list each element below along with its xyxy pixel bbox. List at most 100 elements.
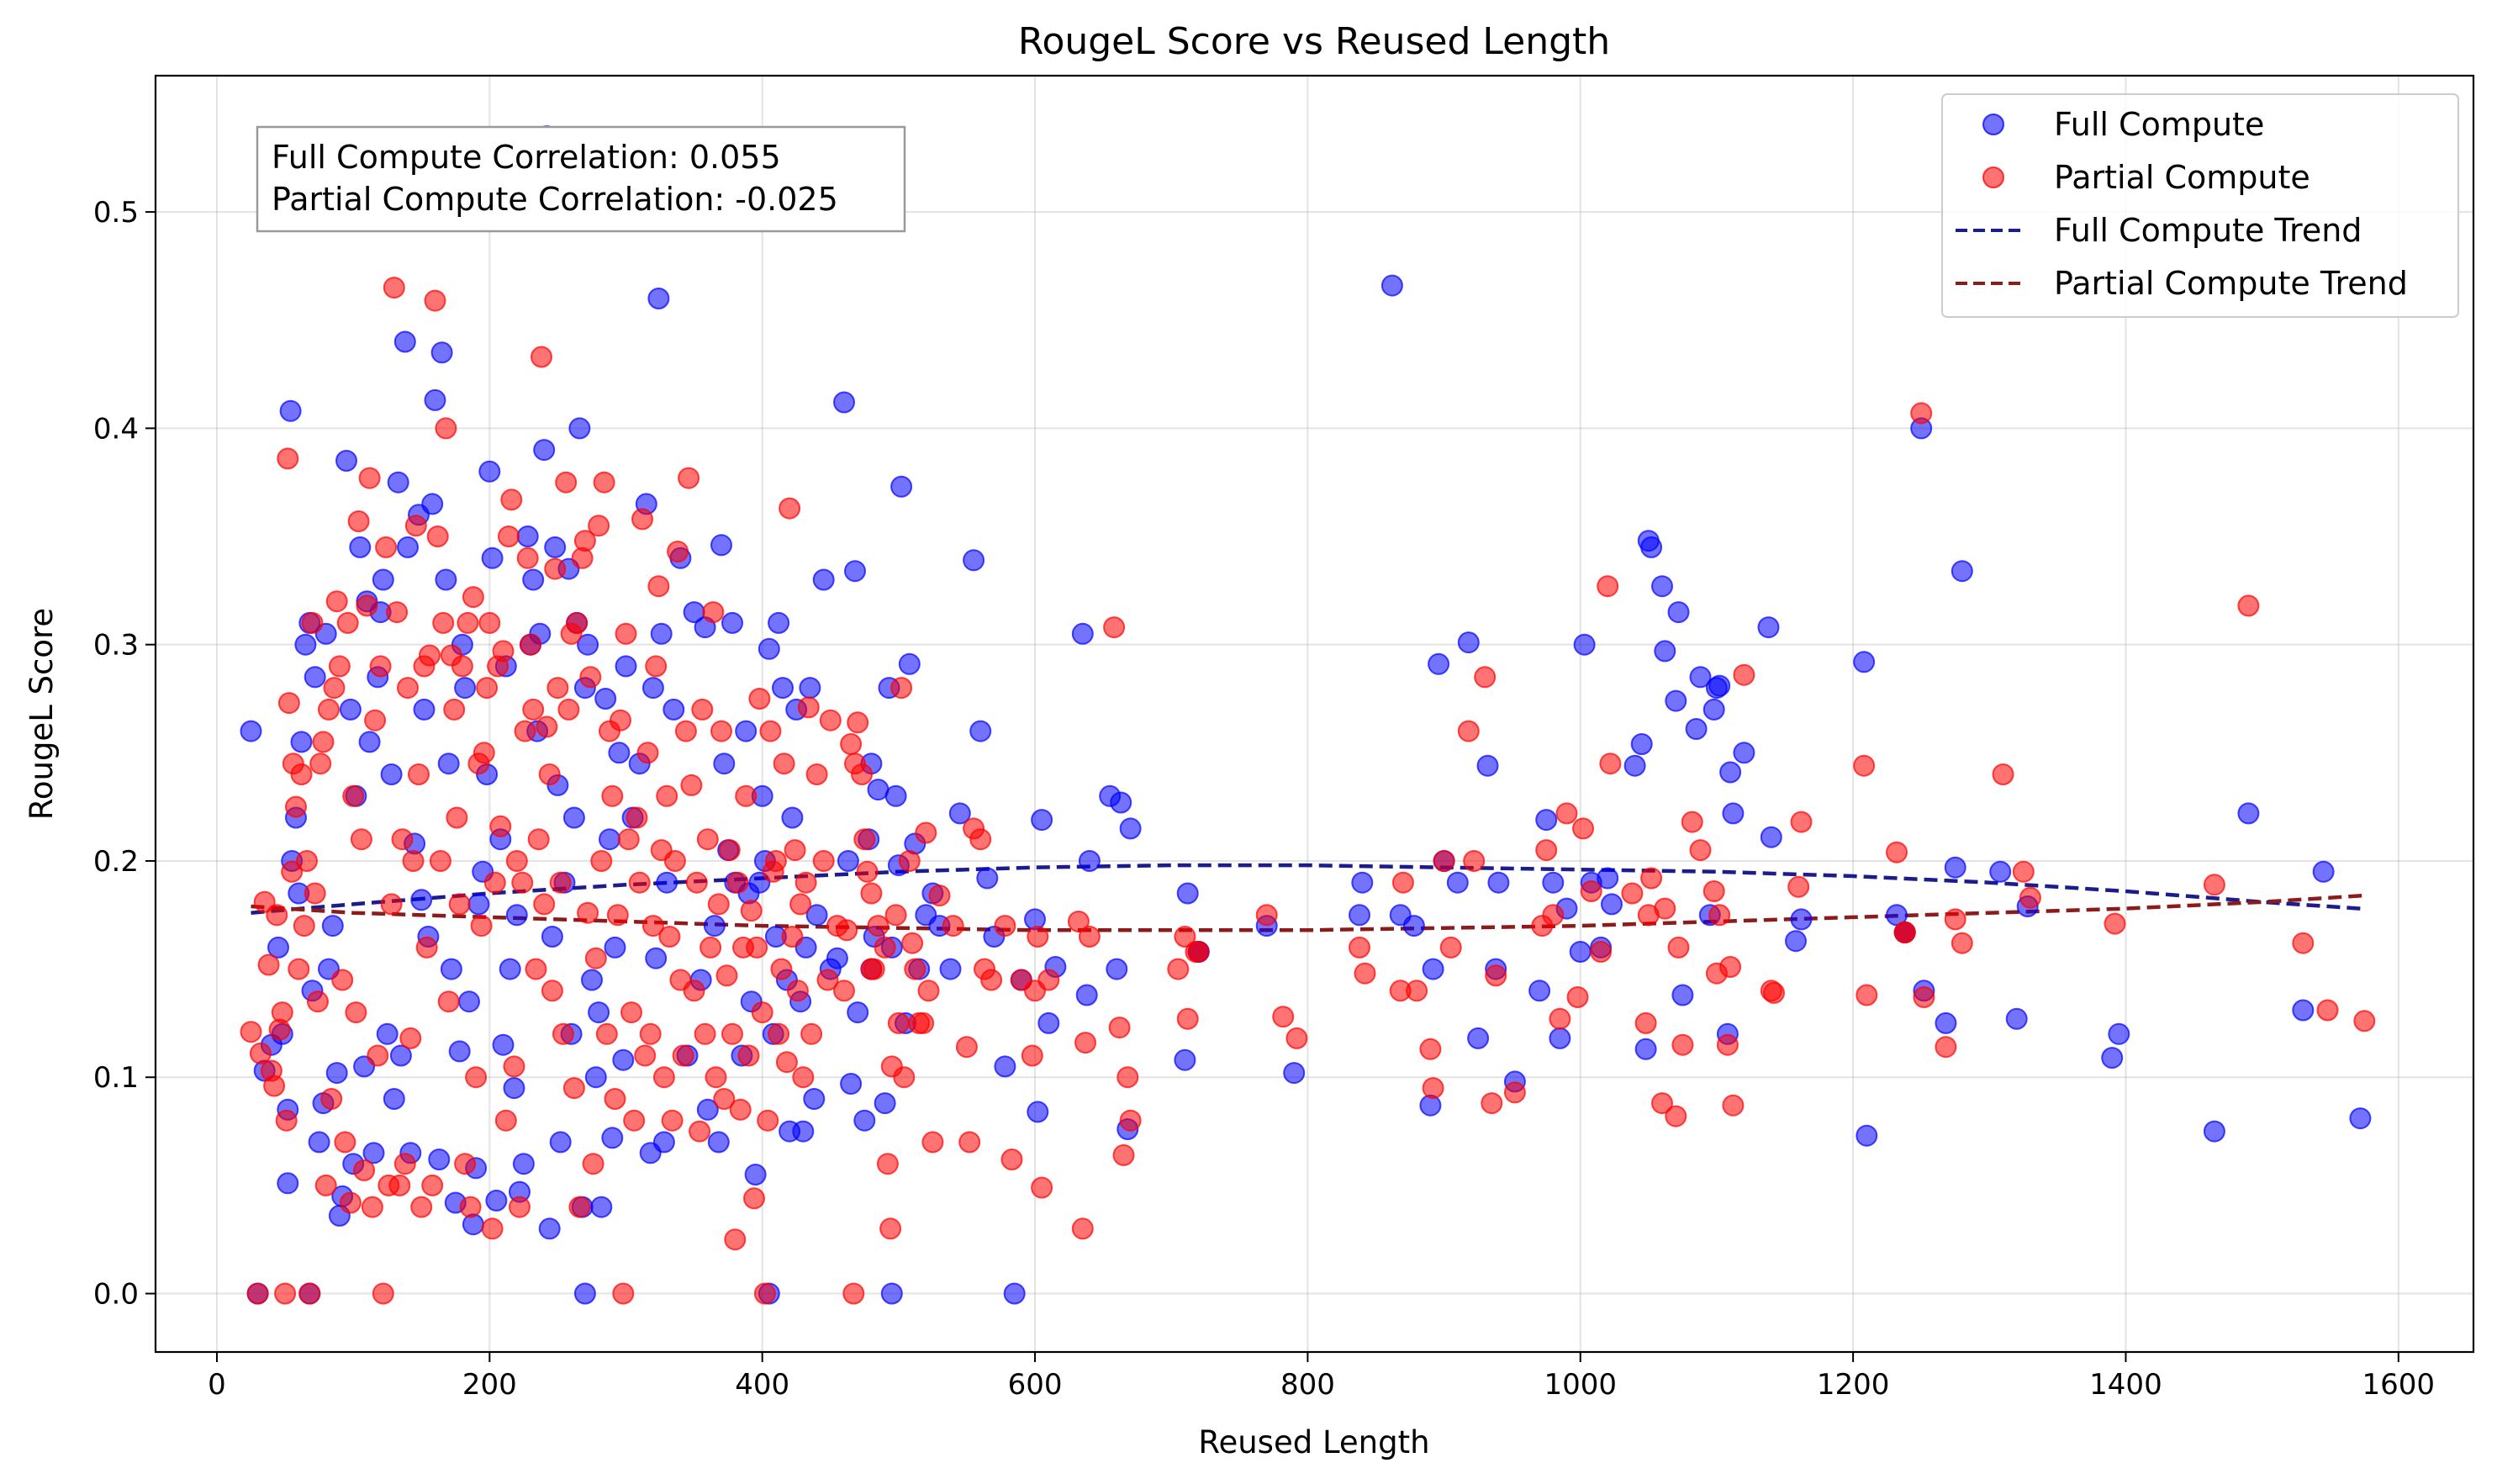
data-point: [800, 1022, 823, 1045]
data-point: [1580, 880, 1602, 902]
data-point: [748, 688, 771, 710]
data-point: [610, 709, 631, 731]
data-point: [1597, 867, 1619, 890]
data-point: [478, 611, 501, 634]
data-point: [353, 1159, 376, 1181]
data-point: [525, 958, 547, 980]
data-point: [246, 1282, 269, 1305]
data-point: [781, 926, 804, 948]
data-point: [320, 1088, 343, 1110]
data-point: [522, 698, 545, 721]
data-point: [301, 611, 324, 634]
data-point: [617, 828, 640, 851]
data-point: [1665, 1105, 1687, 1128]
data-point: [1853, 754, 1876, 777]
data-point: [620, 1001, 642, 1024]
data-point: [498, 525, 520, 547]
y-tick-label: 0.5: [93, 196, 139, 230]
data-point: [1071, 622, 1094, 645]
data-point: [1535, 839, 1558, 862]
data-point: [797, 696, 820, 719]
data-point: [1474, 666, 1497, 689]
data-point: [726, 871, 749, 894]
data-point: [356, 594, 378, 617]
data-point: [271, 1001, 293, 1024]
data-point: [1944, 908, 1966, 931]
data-point: [805, 763, 828, 785]
legend-label-full-trend: Full Compute Trend: [2054, 212, 2362, 249]
data-point: [509, 1196, 531, 1218]
data-point: [898, 850, 921, 872]
data-point: [1285, 1027, 1308, 1049]
data-point: [1067, 911, 1090, 932]
data-point: [500, 489, 523, 511]
data-point: [713, 753, 736, 775]
data-point: [1685, 718, 1708, 740]
data-point: [683, 980, 705, 1002]
data-point: [604, 936, 626, 959]
data-point: [915, 821, 937, 844]
data-point: [879, 1217, 902, 1240]
data-point: [641, 677, 664, 700]
data-point: [492, 1033, 515, 1056]
data-point: [634, 1044, 657, 1067]
data-point: [1722, 1094, 1745, 1117]
data-point: [1623, 754, 1646, 777]
legend: Full Compute Partial Compute Full Comput…: [1941, 93, 2459, 318]
data-point: [581, 969, 603, 991]
data-point: [361, 1196, 383, 1218]
data-point: [784, 839, 806, 862]
data-point: [347, 510, 370, 532]
data-point: [707, 1131, 730, 1154]
data-point: [249, 1042, 272, 1064]
data-point: [1037, 1011, 1060, 1034]
data-point: [358, 467, 381, 489]
data-point: [308, 1131, 330, 1154]
data-point: [1354, 962, 1376, 985]
data-point: [812, 850, 835, 872]
data-point: [1027, 1101, 1049, 1123]
data-point: [380, 763, 403, 785]
chart-title: RougeL Score vs Reused Length: [1018, 20, 1610, 63]
data-point: [424, 388, 446, 411]
data-point: [388, 1174, 411, 1196]
full-compute-trend-line: [251, 863, 2361, 915]
data-point: [304, 666, 326, 689]
data-point: [737, 1044, 760, 1067]
data-point: [492, 640, 515, 663]
data-point: [1702, 880, 1725, 902]
data-point: [2353, 1010, 2376, 1032]
data-point: [847, 1001, 869, 1024]
data-point: [753, 1282, 776, 1305]
data-point: [645, 947, 668, 969]
data-point: [516, 547, 539, 569]
data-point: [1654, 640, 1676, 663]
data-point: [844, 560, 866, 583]
data-point: [715, 964, 738, 987]
data-point: [792, 1066, 815, 1089]
data-point: [314, 1174, 337, 1196]
series-partial-compute: [240, 277, 2376, 1305]
data-point: [277, 692, 300, 715]
data-point: [1702, 698, 1725, 721]
data-point: [1630, 733, 1653, 755]
y-ticks: 0.0 0.1 0.2 0.3 0.4 0.5: [93, 196, 156, 1312]
data-point: [458, 990, 480, 1013]
data-point: [1671, 984, 1694, 1006]
data-point: [1283, 1062, 1306, 1085]
data-point: [1651, 1092, 1673, 1115]
data-point: [1485, 964, 1507, 987]
data-point: [380, 893, 403, 916]
data-point: [595, 1022, 618, 1045]
data-point: [980, 969, 1003, 991]
data-point: [1785, 930, 1807, 953]
data-point: [566, 611, 589, 634]
data-point: [1422, 958, 1444, 980]
data-point: [1893, 921, 1916, 943]
x-tick-label: 600: [1008, 1368, 1063, 1402]
data-point: [483, 871, 506, 894]
data-point: [1176, 882, 1199, 905]
data-point: [408, 763, 430, 785]
data-point: [562, 806, 585, 829]
data-point: [446, 806, 468, 829]
